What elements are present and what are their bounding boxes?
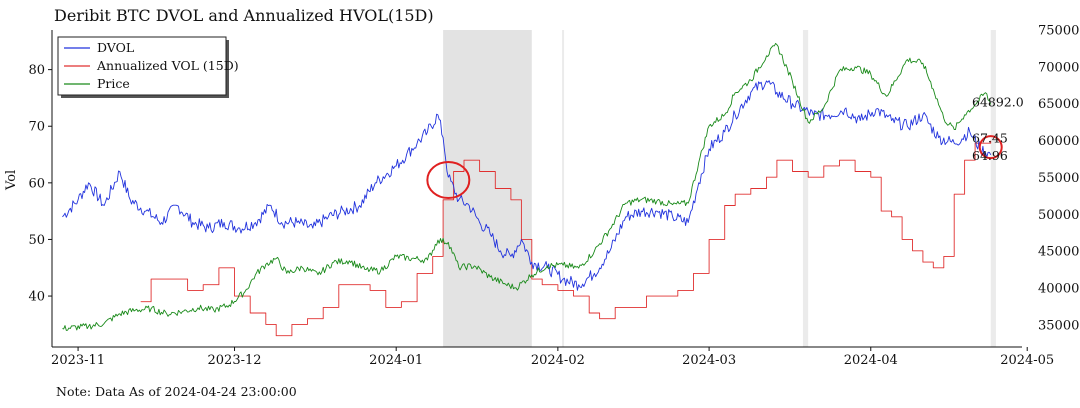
end-label-hvol: 67.45 [972,131,1008,146]
legend-entry: DVOL [97,40,134,55]
y-right-tick-label: 75000 [1038,24,1079,39]
end-label-price: 64892.0 [972,95,1024,110]
y-right-tick-label: 55000 [1038,171,1079,186]
x-tick-label: 2024-02 [531,353,585,368]
price-line [62,42,992,331]
x-tick-label: 2024-01 [369,353,423,368]
y-right-tick-label: 40000 [1038,282,1079,297]
y-right-tick-label: 70000 [1038,60,1079,75]
legend-entry: Price [97,76,130,91]
x-tick-label: 2024-04 [844,353,898,368]
shaded-range [802,30,809,347]
y-left-tick-label: 80 [28,63,45,78]
y-right-tick-label: 35000 [1038,318,1079,333]
x-tick-label: 2023-12 [208,353,262,368]
shaded-range [990,30,996,347]
y-right-tick-label: 50000 [1038,208,1079,223]
highlight-circle [978,135,1003,160]
y-right-tick-label: 60000 [1038,134,1079,149]
x-tick-label: 2023-11 [51,353,105,368]
x-tick-label: 2024-03 [682,353,736,368]
y-right-tick-label: 65000 [1038,97,1079,112]
x-tick-label: 2024-05 [1000,353,1054,368]
data-note: Note: Data As of 2024-04-24 23:00:00 [56,384,297,399]
shaded-range [562,30,565,347]
dvol-line [62,80,992,291]
end-label-dvol: 64.96 [972,148,1008,163]
y-left-tick-label: 70 [28,120,45,135]
y-left-tick-label: 60 [28,176,45,191]
shaded-range [443,30,532,347]
legend-entry: Annualized VOL (15D) [96,58,239,73]
y-left-tick-label: 40 [28,290,45,305]
legend: DVOL Annualized VOL (15D) Price [57,36,239,98]
hvol-line [140,140,992,337]
chart-title: Deribit BTC DVOL and Annualized HVOL(15D… [54,6,434,25]
y-right-tick-label: 45000 [1038,245,1079,260]
y-left-tick-label: 50 [28,233,45,248]
highlight-circle [426,161,471,200]
